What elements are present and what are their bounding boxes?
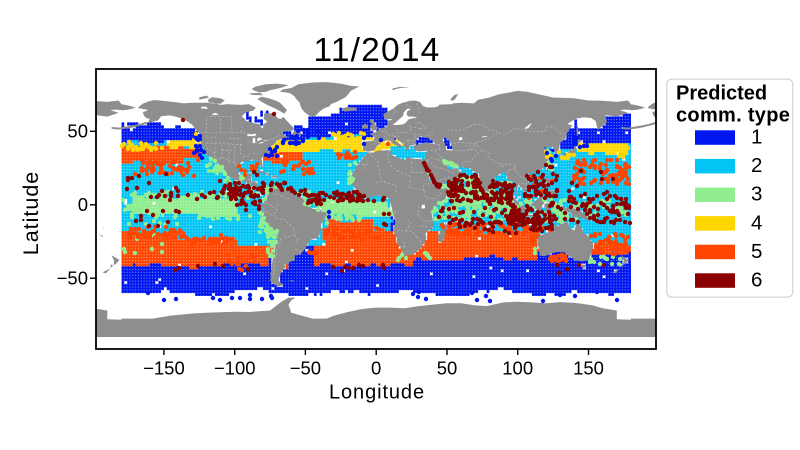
- svg-text:150: 150: [573, 358, 604, 379]
- svg-text:100: 100: [502, 358, 533, 379]
- svg-text:0: 0: [371, 358, 381, 379]
- svg-text:0: 0: [78, 194, 88, 215]
- svg-text:50: 50: [67, 121, 88, 142]
- svg-text:5: 5: [751, 240, 762, 263]
- svg-text:4: 4: [751, 211, 762, 234]
- svg-text:11/2014: 11/2014: [313, 32, 440, 69]
- svg-text:−50: −50: [57, 267, 88, 288]
- svg-text:−50: −50: [290, 358, 321, 379]
- svg-text:50: 50: [437, 358, 458, 379]
- svg-text:−150: −150: [143, 358, 185, 379]
- svg-text:1: 1: [751, 126, 762, 149]
- svg-text:2: 2: [751, 154, 762, 177]
- svg-text:Predicted: Predicted: [676, 83, 767, 105]
- svg-text:comm. type: comm. type: [676, 105, 790, 127]
- svg-text:Longitude: Longitude: [329, 382, 425, 404]
- svg-text:3: 3: [751, 183, 762, 206]
- svg-text:Latitude: Latitude: [19, 171, 43, 256]
- svg-text:−100: −100: [214, 358, 256, 379]
- svg-text:6: 6: [751, 269, 762, 292]
